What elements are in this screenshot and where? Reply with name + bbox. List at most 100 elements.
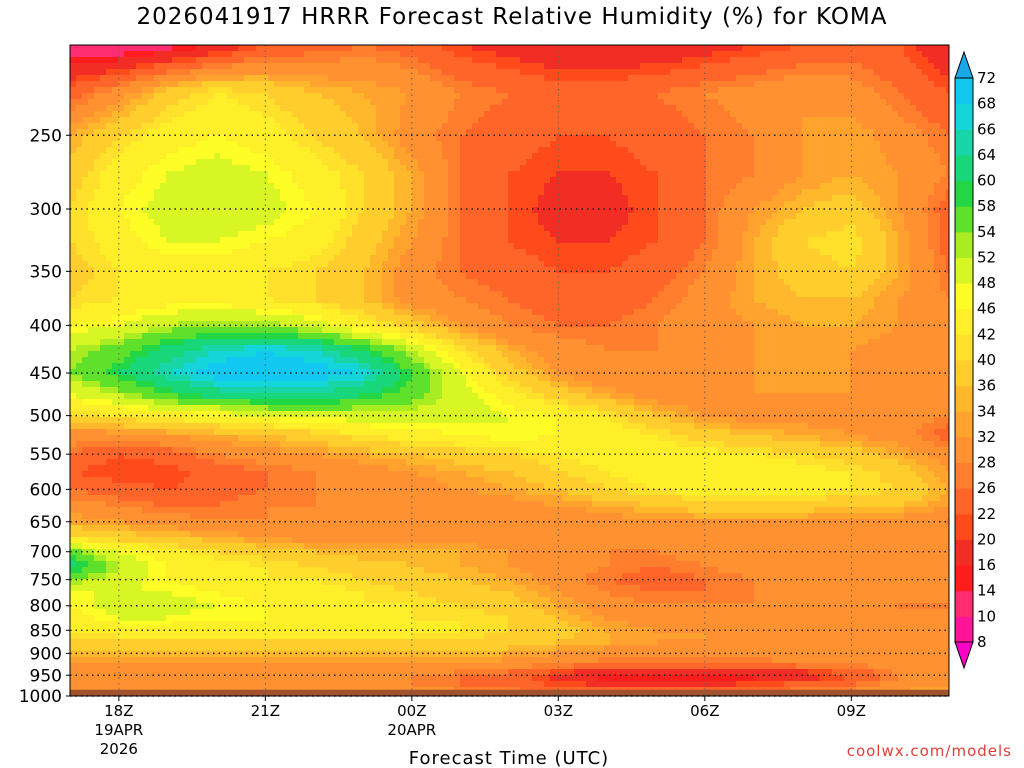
rh-cell xyxy=(232,237,239,244)
rh-cell xyxy=(124,183,131,190)
rh-cell xyxy=(562,213,569,220)
rh-cell xyxy=(472,201,479,208)
rh-cell xyxy=(874,231,881,238)
rh-cell xyxy=(874,105,881,112)
rh-cell xyxy=(682,93,689,100)
rh-cell xyxy=(178,99,185,106)
rh-cell xyxy=(760,105,767,112)
rh-cell xyxy=(622,201,629,208)
rh-cell xyxy=(166,147,173,154)
rh-cell xyxy=(472,177,479,184)
rh-cell xyxy=(550,93,557,100)
rh-cell xyxy=(898,141,905,148)
rh-cell xyxy=(784,99,791,106)
rh-cell xyxy=(652,183,659,190)
rh-cell xyxy=(208,93,215,100)
rh-cell xyxy=(124,219,131,226)
rh-cell xyxy=(394,141,401,148)
rh-cell xyxy=(184,129,191,136)
rh-cell xyxy=(100,159,107,166)
rh-cell xyxy=(694,111,701,118)
rh-cell xyxy=(688,93,695,100)
rh-cell xyxy=(706,93,713,100)
rh-cell xyxy=(652,129,659,136)
rh-cell xyxy=(310,159,317,166)
rh-cell xyxy=(400,93,407,100)
rh-cell xyxy=(400,153,407,160)
rh-cell xyxy=(208,165,215,172)
rh-cell xyxy=(124,135,131,142)
rh-cell xyxy=(412,45,419,52)
rh-cell xyxy=(568,147,575,154)
rh-cell xyxy=(388,153,395,160)
rh-cell xyxy=(802,69,809,76)
rh-cell xyxy=(220,75,227,82)
rh-cell xyxy=(484,171,491,178)
rh-cell xyxy=(346,81,353,88)
rh-cell xyxy=(202,207,209,214)
rh-cell xyxy=(484,123,491,130)
rh-cell xyxy=(370,225,377,232)
rh-cell xyxy=(922,159,929,166)
rh-cell xyxy=(460,123,467,130)
rh-cell xyxy=(928,111,935,118)
rh-cell xyxy=(484,165,491,172)
rh-cell xyxy=(886,141,893,148)
rh-cell xyxy=(322,69,329,76)
rh-cell xyxy=(502,165,509,172)
rh-cell xyxy=(796,225,803,232)
rh-cell xyxy=(790,93,797,100)
rh-cell xyxy=(712,87,719,94)
rh-cell xyxy=(790,105,797,112)
rh-cell xyxy=(676,207,683,214)
rh-cell xyxy=(118,51,125,58)
rh-cell xyxy=(268,201,275,208)
rh-cell xyxy=(868,57,875,64)
rh-cell xyxy=(490,111,497,118)
rh-cell xyxy=(808,99,815,106)
rh-cell xyxy=(838,183,845,190)
rh-cell xyxy=(922,189,929,196)
rh-cell xyxy=(112,135,119,142)
rh-cell xyxy=(796,231,803,238)
rh-cell xyxy=(394,243,401,250)
rh-cell xyxy=(676,93,683,100)
rh-cell xyxy=(310,51,317,58)
rh-cell xyxy=(574,117,581,124)
rh-cell xyxy=(250,75,257,82)
rh-cell xyxy=(118,63,125,70)
rh-cell xyxy=(310,213,317,220)
rh-cell xyxy=(136,69,143,76)
rh-cell xyxy=(652,141,659,148)
rh-cell xyxy=(724,57,731,64)
rh-cell xyxy=(286,231,293,238)
rh-cell xyxy=(796,75,803,82)
rh-cell xyxy=(574,153,581,160)
rh-cell xyxy=(256,111,263,118)
rh-cell xyxy=(478,201,485,208)
rh-cell xyxy=(190,141,197,148)
rh-cell xyxy=(316,63,323,70)
rh-cell xyxy=(652,165,659,172)
rh-cell xyxy=(412,195,419,202)
rh-cell xyxy=(928,99,935,106)
rh-cell xyxy=(604,135,611,142)
rh-cell xyxy=(844,117,851,124)
rh-cell xyxy=(532,87,539,94)
rh-cell xyxy=(340,153,347,160)
rh-cell xyxy=(718,117,725,124)
rh-cell xyxy=(700,243,707,250)
rh-cell xyxy=(604,63,611,70)
rh-cell xyxy=(658,57,665,64)
rh-cell xyxy=(862,189,869,196)
rh-cell xyxy=(664,213,671,220)
rh-cell xyxy=(310,93,317,100)
rh-cell xyxy=(676,165,683,172)
rh-cell xyxy=(496,57,503,64)
rh-cell xyxy=(352,183,359,190)
rh-cell xyxy=(754,93,761,100)
rh-cell xyxy=(100,99,107,106)
rh-cell xyxy=(226,147,233,154)
rh-cell xyxy=(856,141,863,148)
rh-cell xyxy=(370,123,377,130)
